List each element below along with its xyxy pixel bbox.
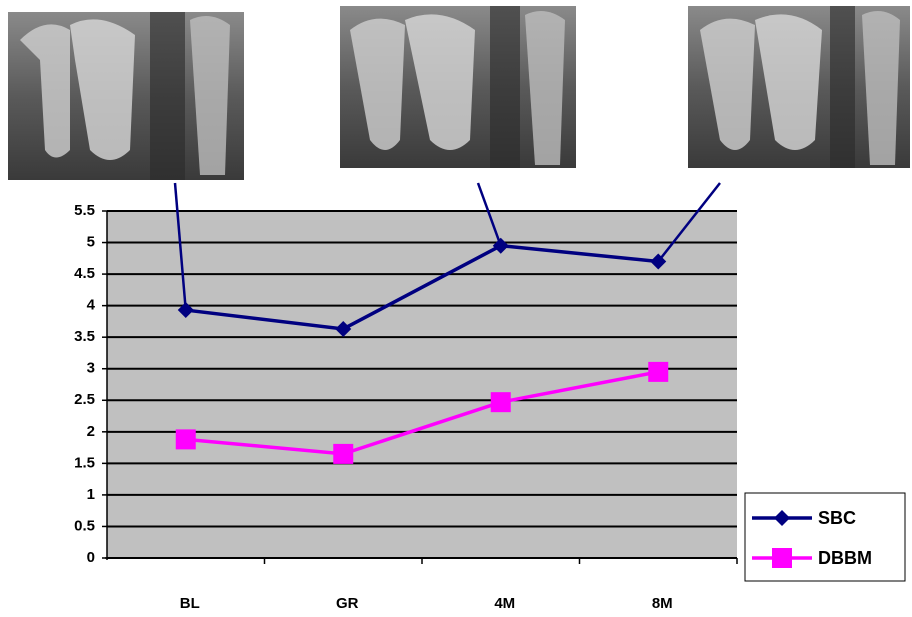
y-tick-label: 3 [87,360,95,377]
square-marker [491,392,511,412]
x-tick-label: BL [180,595,200,612]
y-tick-label: 5.5 [74,202,95,219]
y-tick-label: 2.5 [74,391,95,408]
legend-label: SBC [818,508,856,528]
y-tick-label: 2 [87,423,95,440]
y-tick-label: 3.5 [74,328,95,345]
square-marker [772,548,792,568]
xray-images [8,6,910,180]
y-tick-label: 5 [87,234,95,251]
x-tick-label: 8M [652,595,673,612]
y-tick-label: 1 [87,486,95,503]
xray-image [688,6,910,168]
square-marker [648,362,668,382]
legend-label: DBBM [818,548,872,568]
square-marker [176,429,196,449]
y-tick-label: 4.5 [74,265,95,282]
square-marker [333,444,353,464]
y-tick-label: 0 [87,549,95,566]
plot-area [107,211,737,558]
legend: SBC DBBM [745,493,905,581]
y-tick-label: 4 [87,297,96,314]
xray-image [340,6,576,168]
x-tick-label: 4M [494,595,515,612]
chart: SBC DBBM 0 0.5 1 1.5 2 2.5 3 3.5 4 4.5 5 5.5 BL GR 4M 8M [0,0,912,617]
x-tick-label: GR [336,595,359,612]
y-tick-label: 1.5 [74,454,95,471]
xray-image [8,12,244,180]
y-tick-label: 0.5 [74,517,95,534]
